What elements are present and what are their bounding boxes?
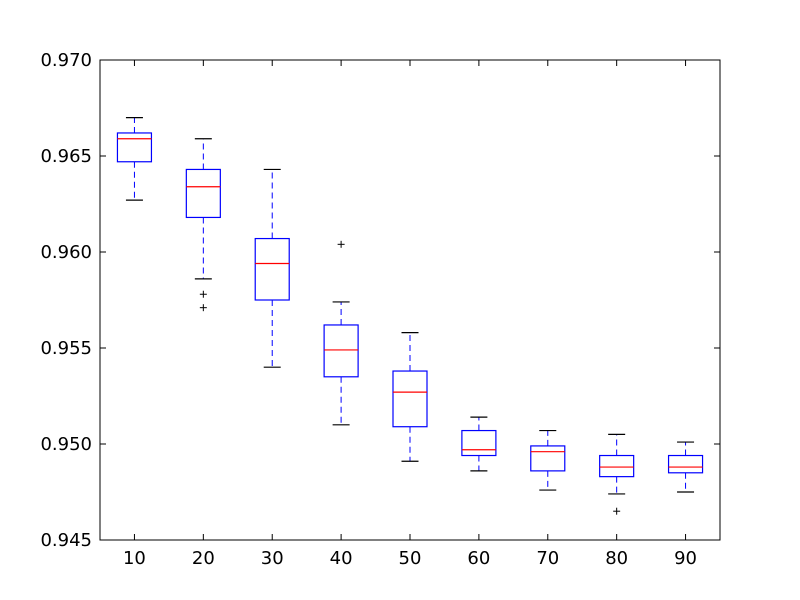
iqr-box bbox=[599, 454, 635, 478]
y-tick-label: 0.945 bbox=[40, 530, 92, 551]
iqr-box bbox=[116, 132, 153, 163]
box-80 bbox=[599, 433, 635, 515]
y-tick-label: 0.960 bbox=[40, 242, 92, 263]
box-20 bbox=[185, 138, 221, 312]
iqr-box bbox=[185, 168, 221, 219]
axes-frame bbox=[99, 59, 721, 541]
plot-area bbox=[116, 116, 704, 515]
y-axis: 0.945 0.950 0.955 0.960 0.965 0.970 bbox=[40, 50, 720, 551]
box-70 bbox=[530, 429, 566, 491]
iqr-box bbox=[667, 454, 704, 474]
x-tick-label: 40 bbox=[330, 548, 353, 569]
iqr-box bbox=[254, 237, 290, 301]
y-tick-label: 0.950 bbox=[40, 434, 92, 455]
box-90 bbox=[667, 441, 704, 493]
outlier-marker bbox=[199, 290, 207, 298]
iqr-box bbox=[392, 370, 428, 428]
x-tick-label: 70 bbox=[536, 548, 559, 569]
y-tick-label: 0.965 bbox=[40, 146, 92, 167]
box-60 bbox=[461, 416, 497, 472]
y-tick-label: 0.955 bbox=[40, 338, 92, 359]
x-tick-label: 60 bbox=[467, 548, 490, 569]
outlier-marker bbox=[613, 507, 621, 515]
iqr-box bbox=[461, 429, 497, 457]
outlier-marker bbox=[337, 240, 345, 248]
x-axis: 10 20 30 40 50 60 70 80 90 bbox=[123, 60, 697, 569]
iqr-box bbox=[530, 445, 566, 472]
x-tick-label: 90 bbox=[674, 548, 697, 569]
x-tick-label: 50 bbox=[399, 548, 422, 569]
box-30 bbox=[254, 168, 290, 368]
box-40 bbox=[323, 240, 359, 426]
x-tick-label: 80 bbox=[605, 548, 628, 569]
box-50 bbox=[392, 332, 428, 462]
y-tick-label: 0.970 bbox=[40, 50, 92, 71]
x-tick-label: 30 bbox=[261, 548, 284, 569]
outlier-marker bbox=[199, 304, 207, 312]
box-10 bbox=[116, 116, 153, 201]
iqr-box bbox=[323, 324, 359, 378]
x-tick-label: 20 bbox=[192, 548, 215, 569]
x-tick-label: 10 bbox=[123, 548, 146, 569]
